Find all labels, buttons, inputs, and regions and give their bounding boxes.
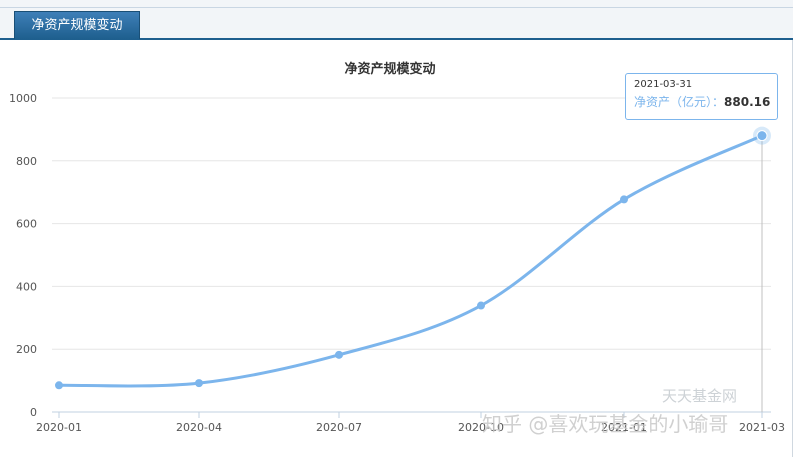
data-point [756, 130, 768, 142]
y-tick-label: 1000 [9, 92, 37, 105]
panel-header: 净资产规模变动 [0, 0, 793, 40]
x-tick-label: 2020-04 [176, 421, 222, 434]
y-tick-label: 600 [16, 218, 37, 231]
x-tick-label: 2020-07 [316, 421, 362, 434]
x-tick-label: 2021-01 [601, 421, 647, 434]
header-rule [0, 7, 793, 8]
data-point [620, 195, 628, 204]
data-point [477, 301, 485, 310]
x-tick-label: 2021-03 [739, 421, 785, 434]
site-watermark: 天天基金网 [662, 387, 738, 405]
data-point [335, 350, 343, 359]
y-tick-label: 200 [16, 343, 37, 356]
y-tick-label: 400 [16, 280, 37, 293]
chart-title: 净资产规模变动 [344, 61, 435, 77]
tooltip-value: 880.16 [724, 95, 771, 109]
tooltip-label: 净资产（亿元）： [634, 95, 725, 109]
y-tick-label: 800 [16, 155, 37, 168]
chart-tooltip: 2021-03-31 净资产（亿元）：880.16 [625, 73, 778, 120]
data-point [55, 381, 63, 390]
data-point [195, 379, 203, 388]
author-watermark: 知乎 @喜欢玩基金的小瑜哥 [482, 412, 729, 436]
x-tick-label: 2020-01 [36, 421, 82, 434]
tooltip-date: 2021-03-31 [634, 79, 693, 90]
series-line [58, 134, 763, 388]
x-tick-label: 2020-10 [458, 421, 504, 434]
tab-net-asset-change[interactable]: 净资产规模变动 [14, 11, 140, 39]
y-tick-label: 0 [30, 406, 37, 419]
